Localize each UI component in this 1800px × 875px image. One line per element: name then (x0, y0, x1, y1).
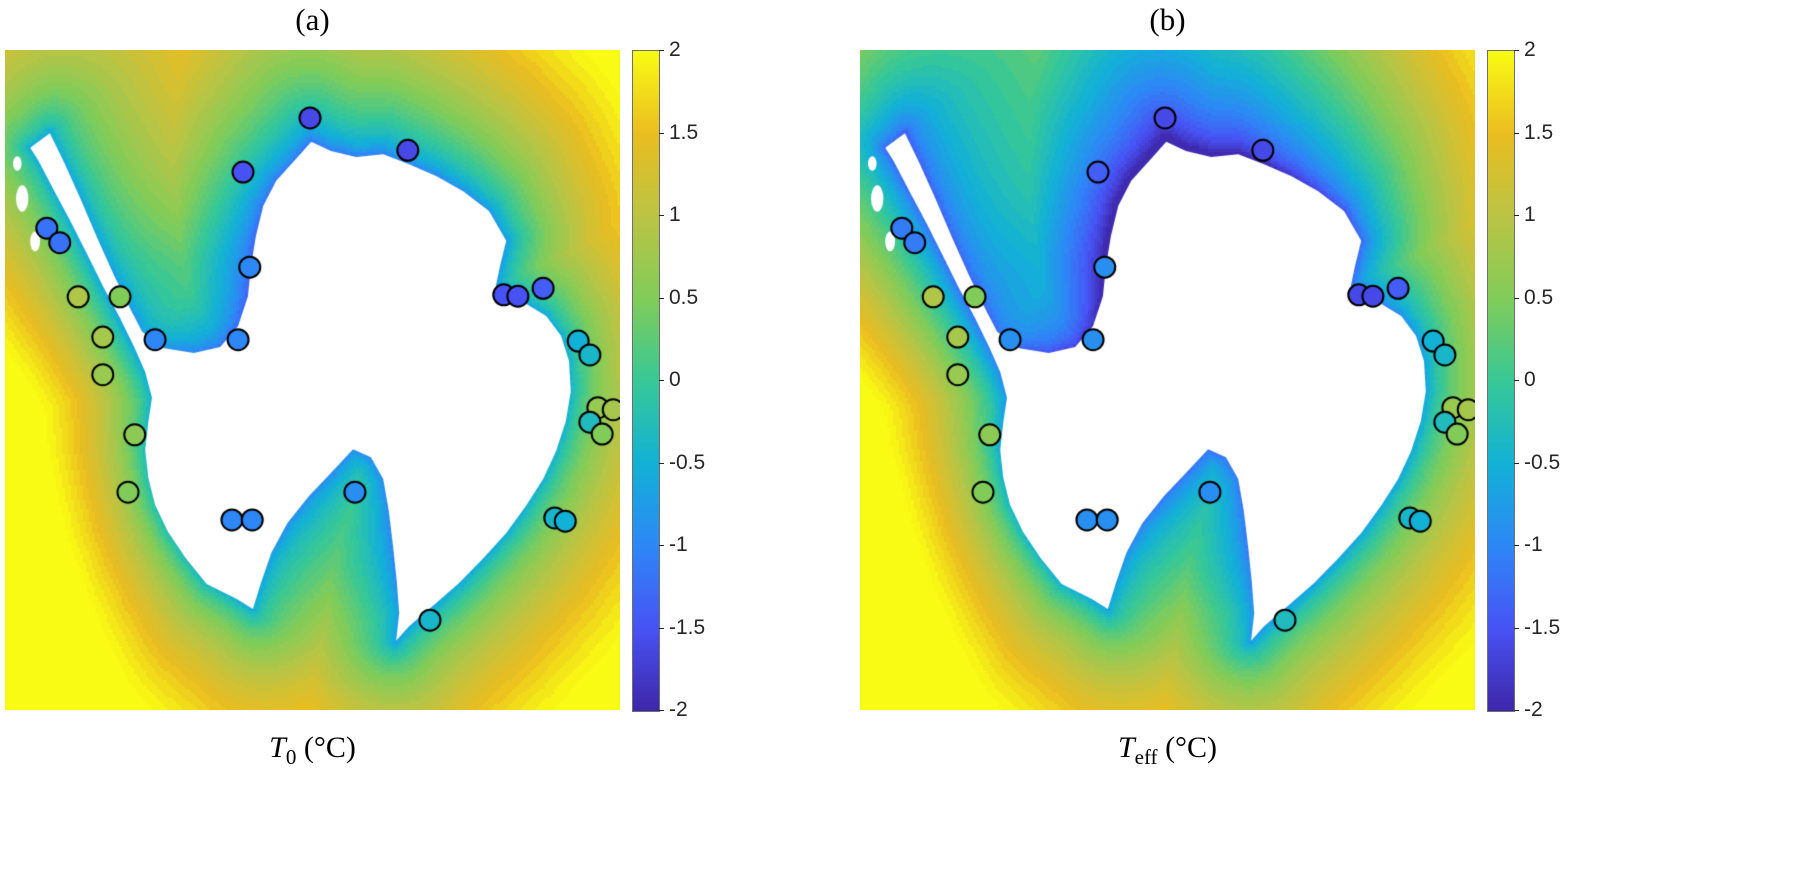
colorbar-tick-label: 1.5 (669, 120, 699, 144)
colorbar-tick-label: 1 (669, 203, 681, 226)
colorbar-tick-label: 0 (669, 368, 681, 391)
panel-a-map-canvas (5, 50, 620, 710)
colorbar-tick-label: 2 (1524, 38, 1536, 61)
colorbar-tick-mark (1514, 545, 1519, 546)
colorbar-tick-label: 1 (1524, 203, 1536, 226)
colorbar-tick-label: 2 (669, 38, 681, 61)
colorbar-tick-mark (659, 710, 664, 711)
colorbar-tick-label: -1.5 (1524, 615, 1561, 639)
colorbar-tick-mark (659, 50, 664, 51)
panel-a-xlabel: T0 (°C) (5, 731, 620, 770)
panel-a-colorbar (632, 50, 660, 712)
colorbar-tick-mark (1514, 627, 1519, 629)
colorbar-tick-label: 0.5 (669, 285, 699, 309)
xlabel-subscript: 0 (285, 745, 297, 769)
colorbar-tick-mark (1514, 215, 1519, 216)
colorbar-tick-label: 0 (1524, 368, 1536, 391)
colorbar-tick-mark (1514, 50, 1519, 51)
panel-b-title: (b) (1149, 2, 1186, 37)
xlabel-units: (°C) (1157, 731, 1218, 764)
panel-a-title: (a) (295, 2, 330, 37)
colorbar-tick-mark (1514, 132, 1519, 134)
panel-b-xlabel: Teff (°C) (860, 731, 1475, 770)
colorbar-tick-mark (659, 297, 664, 299)
colorbar-tick-mark (1514, 380, 1519, 381)
xlabel-variable: T (269, 731, 286, 764)
colorbar-tick-mark (659, 627, 664, 629)
panel-a: (a) 2 1.5 1 0.5 0 -0.5 -1 -1.5 -2 T0 (°C) (5, 0, 725, 875)
panel-b-map-canvas (860, 50, 1475, 710)
xlabel-subscript: eff (1134, 745, 1158, 769)
colorbar-tick-label: 0.5 (1524, 285, 1554, 309)
colorbar-tick-label: -0.5 (1524, 450, 1561, 474)
colorbar-tick-mark (659, 132, 664, 134)
colorbar-tick-label: -1.5 (669, 615, 706, 639)
colorbar-tick-label: -1 (1524, 533, 1543, 556)
colorbar-tick-label: 1.5 (1524, 120, 1554, 144)
colorbar-tick-mark (659, 462, 664, 464)
colorbar-tick-label: -2 (669, 698, 688, 721)
colorbar-tick-mark (659, 215, 664, 216)
xlabel-units: (°C) (296, 731, 356, 764)
colorbar-tick-mark (1514, 462, 1519, 464)
colorbar-tick-label: -1 (669, 533, 688, 556)
colorbar-tick-label: -0.5 (669, 450, 706, 474)
panel-b-colorbar (1487, 50, 1515, 712)
colorbar-tick-mark (1514, 710, 1519, 711)
panel-b: (b) 2 1.5 1 0.5 0 -0.5 -1 -1.5 -2 Teff (°C) (860, 0, 1580, 875)
colorbar-tick-mark (659, 545, 664, 546)
colorbar-tick-mark (659, 380, 664, 381)
colorbar-tick-mark (1514, 297, 1519, 299)
colorbar-tick-label: -2 (1524, 698, 1543, 721)
xlabel-variable: T (1117, 731, 1135, 764)
